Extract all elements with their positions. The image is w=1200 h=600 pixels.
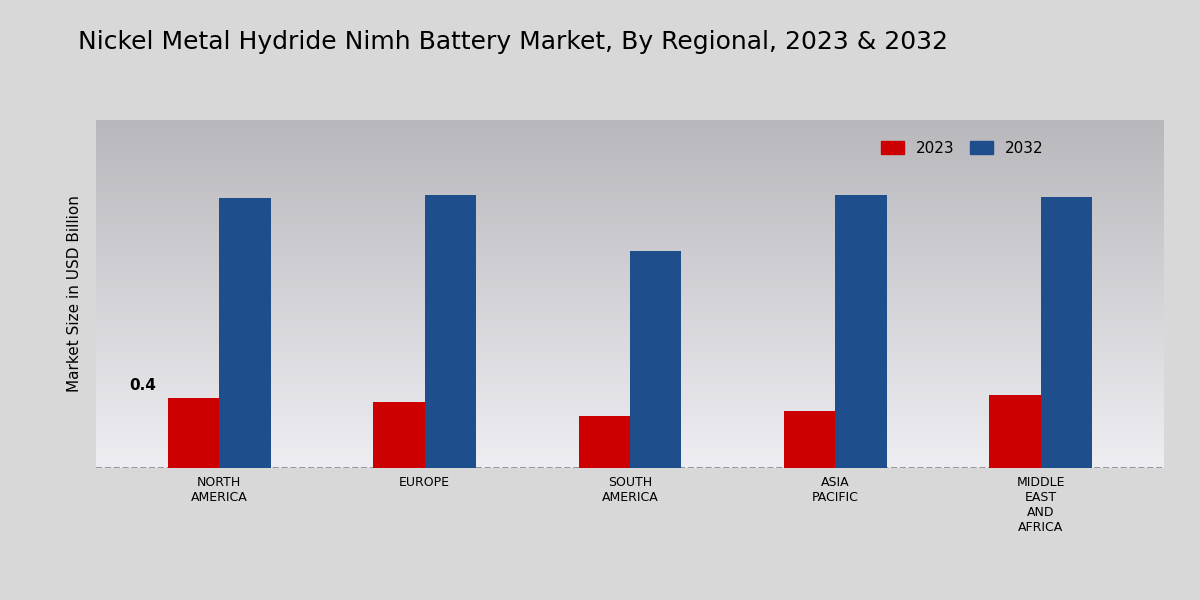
Bar — [784, 410, 835, 468]
Legend: 2023, 2032: 2023, 2032 — [875, 134, 1050, 162]
Text: Nickel Metal Hydride Nimh Battery Market, By Regional, 2023 & 2032: Nickel Metal Hydride Nimh Battery Market… — [78, 30, 948, 54]
Bar — [425, 195, 476, 468]
Bar — [990, 395, 1040, 468]
Bar — [1040, 197, 1092, 468]
Y-axis label: Market Size in USD Billion: Market Size in USD Billion — [67, 196, 82, 392]
Bar — [220, 198, 270, 468]
Bar — [578, 416, 630, 468]
Bar — [373, 402, 425, 468]
Bar — [630, 251, 682, 468]
Bar — [835, 195, 887, 468]
Bar — [168, 398, 220, 468]
Text: 0.4: 0.4 — [130, 378, 156, 393]
